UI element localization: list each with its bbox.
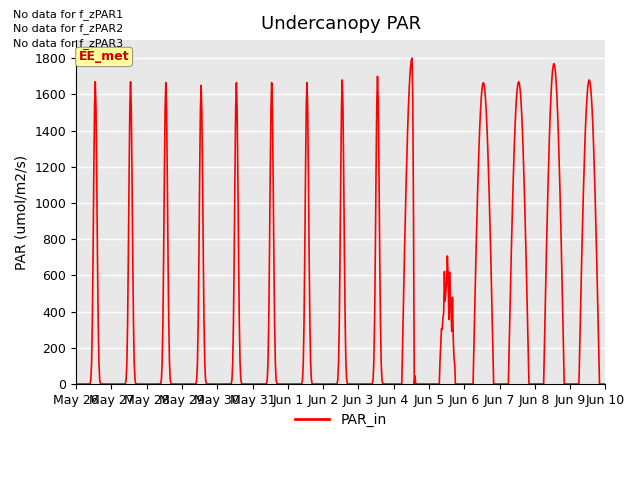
Text: EE_met: EE_met — [79, 50, 129, 63]
Text: No data for f_zPAR1: No data for f_zPAR1 — [13, 9, 123, 20]
Text: No data for f_zPAR3: No data for f_zPAR3 — [13, 37, 123, 48]
Text: No data for f_zPAR2: No data for f_zPAR2 — [13, 23, 123, 34]
Legend: PAR_in: PAR_in — [289, 407, 392, 432]
Title: Undercanopy PAR: Undercanopy PAR — [260, 15, 421, 33]
Y-axis label: PAR (umol/m2/s): PAR (umol/m2/s) — [15, 155, 29, 270]
